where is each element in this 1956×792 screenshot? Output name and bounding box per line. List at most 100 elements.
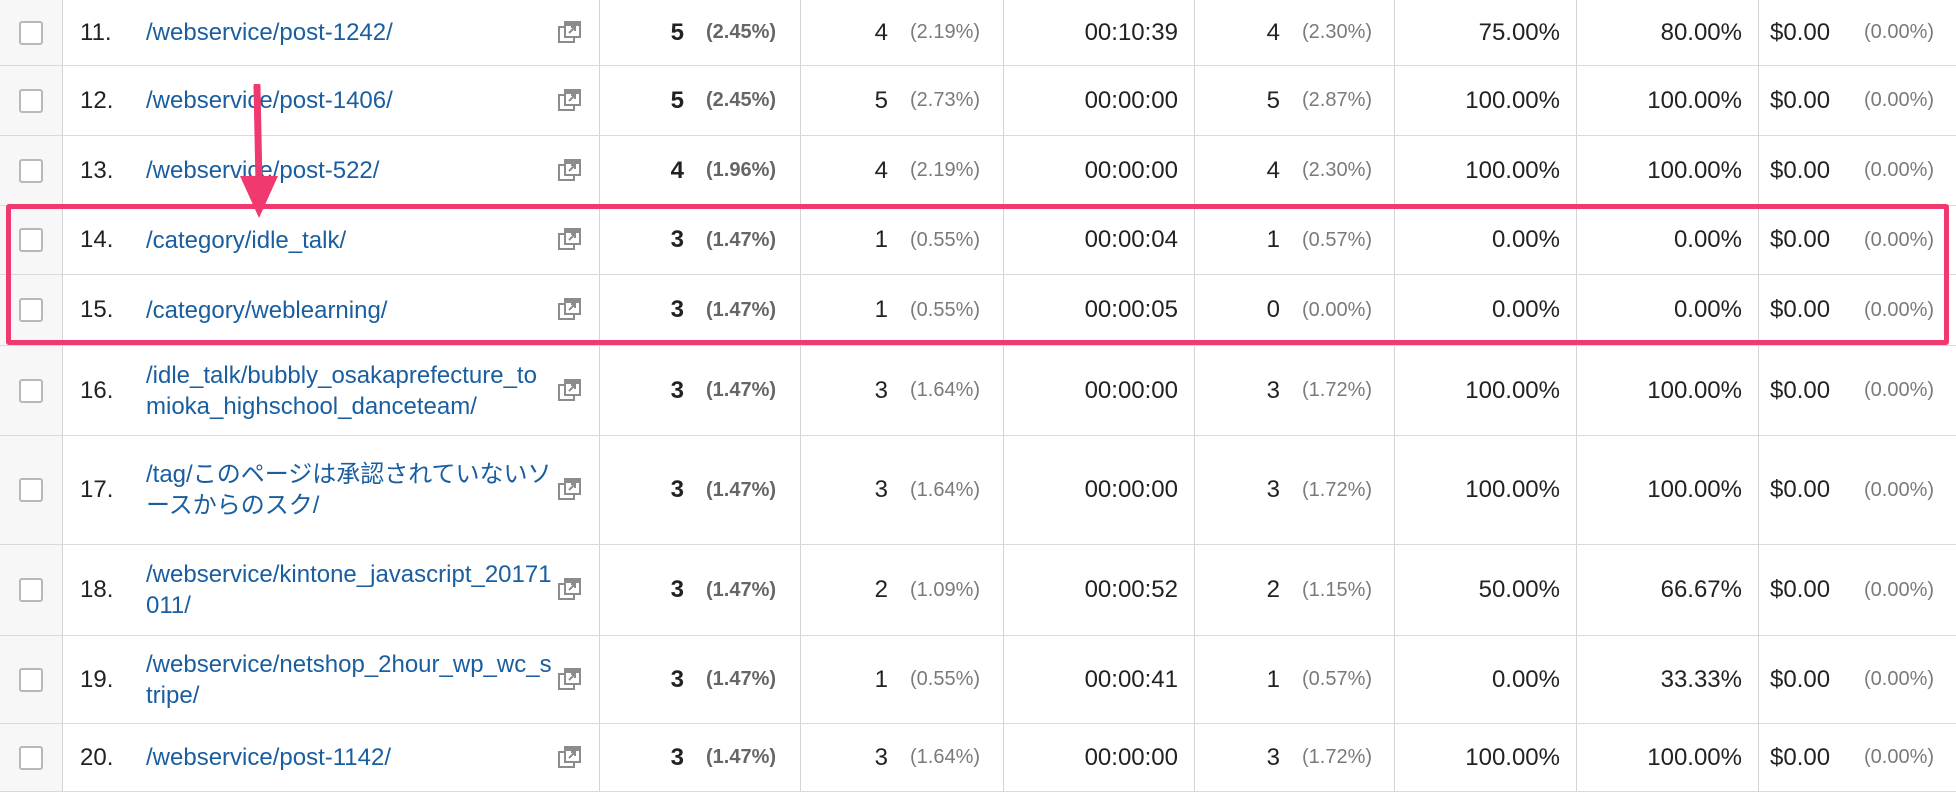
unique: 5 (874, 86, 888, 114)
table-row: 11. /webservice/post-1242/5 (2.45%) 4 (2.19%… (0, 0, 1956, 66)
page-value-pct: (0.00%) (1864, 478, 1935, 501)
row-checkbox[interactable] (19, 88, 43, 113)
open-page-button[interactable] (554, 275, 586, 345)
page-link-cell[interactable]: /idle_talk/bubbly_osakaprefecture_tomiok… (146, 346, 556, 435)
page-link-cell[interactable]: /tag/このページは承認されていないソースからのスク/ (146, 436, 556, 544)
row-checkbox[interactable] (19, 578, 43, 602)
pageviews-pct-cell: (1.47%) (706, 436, 786, 544)
pageviews: 3 (670, 743, 684, 771)
page-link: /webservice/netshop_2hour_wp_wc_stripe/ (146, 650, 552, 709)
open-page-button[interactable] (554, 724, 586, 791)
page-link-cell[interactable]: /webservice/post-1142/ (146, 724, 556, 791)
exit-pct: 100.00% (1647, 86, 1742, 114)
pageviews-pct-cell: (2.45%) (706, 66, 786, 135)
open-page-button[interactable] (554, 66, 586, 135)
column-divider (1758, 724, 1759, 791)
column-divider (1758, 275, 1759, 345)
row-index: 15. (80, 296, 114, 323)
row-index-cell: 16. (80, 346, 140, 435)
open-in-new-window-icon[interactable] (558, 745, 582, 770)
open-in-new-window-icon[interactable] (558, 298, 582, 322)
row-checkbox[interactable] (19, 158, 43, 183)
bounce-rate-cell: 100.00% (1430, 66, 1560, 135)
page-link: /category/idle_talk/ (146, 226, 347, 254)
bounce-rate-cell: 100.00% (1430, 724, 1560, 791)
entrances-pct: (2.30%) (1302, 159, 1373, 181)
row-index-cell: 13. (80, 136, 140, 205)
exit-pct: 0.00% (1673, 296, 1742, 323)
column-divider (62, 545, 63, 635)
pageviews-cell: 5 (660, 66, 684, 135)
row-checkbox[interactable] (19, 228, 43, 252)
open-page-button[interactable] (554, 0, 586, 65)
entrances-pct-cell: (1.72%) (1302, 346, 1382, 435)
exit-pct: 0.00% (1673, 226, 1742, 253)
open-in-new-window-icon[interactable] (558, 228, 582, 252)
bounce-rate: 100.00% (1465, 156, 1560, 184)
open-in-new-window-icon[interactable] (558, 478, 582, 502)
entrances: 1 (1266, 226, 1280, 253)
unique-cell: 3 (866, 724, 888, 791)
open-page-button[interactable] (554, 545, 586, 635)
open-page-button[interactable] (554, 136, 586, 205)
page-value-pct-cell: (0.00%) (1864, 436, 1944, 544)
entrances-pct: (1.15%) (1302, 578, 1373, 601)
open-in-new-window-icon[interactable] (558, 158, 582, 183)
open-in-new-window-icon[interactable] (558, 667, 582, 692)
row-checkbox[interactable] (19, 667, 43, 692)
open-page-button[interactable] (554, 206, 586, 274)
bounce-rate: 0.00% (1491, 296, 1560, 323)
row-index: 20. (80, 743, 114, 771)
open-in-new-window-icon[interactable] (558, 88, 582, 113)
unique-pct: (1.64%) (910, 478, 981, 501)
page-link-cell[interactable]: /webservice/kintone_javascript_20171011/ (146, 545, 556, 635)
row-checkbox[interactable] (19, 298, 43, 322)
page-link-cell[interactable]: /webservice/post-1406/ (146, 66, 556, 135)
page-value: $0.00 (1770, 743, 1831, 771)
column-divider (62, 275, 63, 345)
table-row: 13. /webservice/post-522/4 (1.96%) 4 (2.19%)… (0, 136, 1956, 206)
column-divider (1758, 346, 1759, 435)
column-divider (62, 136, 63, 205)
unique-cell: 1 (866, 206, 888, 274)
pageviews-pct-cell: (1.47%) (706, 206, 786, 274)
pageviews: 4 (670, 156, 684, 184)
page-link-cell[interactable]: /webservice/post-1242/ (146, 0, 556, 65)
row-checkbox[interactable] (19, 378, 43, 403)
row-index-cell: 18. (80, 545, 140, 635)
row-checkbox[interactable] (19, 745, 43, 770)
entrances-pct-cell: (2.87%) (1302, 66, 1382, 135)
unique-pct-cell: (0.55%) (910, 636, 990, 723)
page-value-pct-cell: (0.00%) (1864, 636, 1944, 723)
page-value-pct: (0.00%) (1864, 159, 1935, 181)
entrances-pct: (1.72%) (1302, 746, 1373, 768)
unique-pct: (2.73%) (910, 89, 981, 111)
row-checkbox[interactable] (19, 478, 43, 502)
avg-time: 00:10:39 (1084, 18, 1178, 46)
page-link-cell[interactable]: /webservice/netshop_2hour_wp_wc_stripe/ (146, 636, 556, 723)
row-checkbox[interactable] (19, 20, 43, 45)
exit-pct-cell: 100.00% (1612, 436, 1742, 544)
page-link-cell[interactable]: /category/idle_talk/ (146, 206, 556, 274)
entrances-pct: (2.30%) (1302, 21, 1373, 43)
exit-pct: 66.67% (1660, 576, 1742, 603)
page-value-cell: $0.00 (1770, 436, 1840, 544)
open-page-button[interactable] (554, 346, 586, 435)
avg-time: 00:00:04 (1084, 226, 1178, 253)
unique-cell: 5 (866, 66, 888, 135)
page-value-pct: (0.00%) (1864, 298, 1935, 321)
page-value-cell: $0.00 (1770, 545, 1840, 635)
open-page-button[interactable] (554, 636, 586, 723)
open-in-new-window-icon[interactable] (558, 578, 582, 602)
entrances-pct: (2.87%) (1302, 89, 1373, 111)
open-in-new-window-icon[interactable] (558, 20, 582, 45)
unique-pct-cell: (1.64%) (910, 436, 990, 544)
open-in-new-window-icon[interactable] (558, 378, 582, 403)
page-value: $0.00 (1770, 156, 1831, 184)
page-link-cell[interactable]: /webservice/post-522/ (146, 136, 556, 205)
column-divider (800, 636, 801, 723)
column-divider (1194, 436, 1195, 544)
page-link-cell[interactable]: /category/weblearning/ (146, 275, 556, 345)
page-value-pct: (0.00%) (1864, 89, 1935, 111)
open-page-button[interactable] (554, 436, 586, 544)
